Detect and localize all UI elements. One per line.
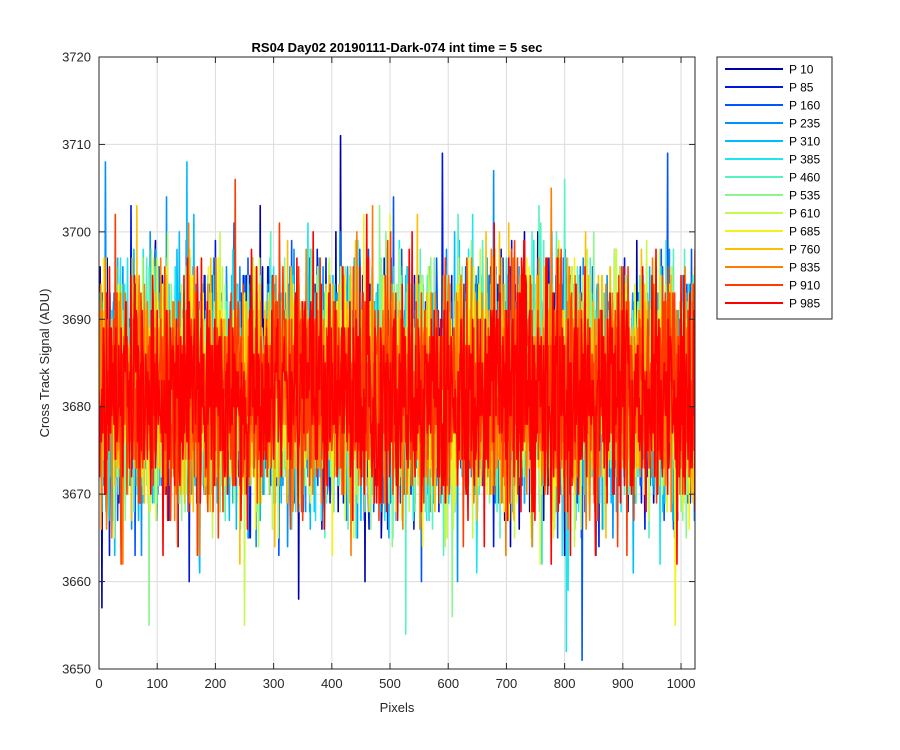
y-tick-label: 3720 (62, 50, 91, 65)
legend-label: P 610 (789, 207, 820, 221)
y-tick-label: 3650 (62, 662, 91, 677)
x-tick-label: 500 (379, 676, 401, 691)
legend-label: P 910 (789, 279, 820, 293)
legend-label: P 535 (789, 189, 820, 203)
x-tick-label: 600 (437, 676, 459, 691)
y-tick-label: 3670 (62, 487, 91, 502)
x-tick-label: 400 (321, 676, 343, 691)
x-axis-label: Pixels (380, 700, 415, 715)
legend-label: P 985 (789, 297, 820, 311)
y-axis-label: Cross Track Signal (ADU) (37, 289, 52, 438)
y-tick-label: 3690 (62, 312, 91, 327)
x-tick-label: 1000 (667, 676, 696, 691)
legend-label: P 835 (789, 261, 820, 275)
legend-label: P 760 (789, 243, 820, 257)
x-tick-label: 900 (612, 676, 634, 691)
legend-label: P 310 (789, 135, 820, 149)
x-tick-label: 0 (95, 676, 102, 691)
y-tick-label: 3700 (62, 224, 91, 239)
x-tick-label: 800 (554, 676, 576, 691)
chart-title: RS04 Day02 20190111-Dark-074 int time = … (252, 40, 543, 55)
series-line-p-985 (99, 213, 695, 565)
y-tick-label: 3680 (62, 399, 91, 414)
legend-box (716, 56, 833, 320)
legend-label: P 460 (789, 171, 820, 185)
x-tick-label: 100 (146, 676, 168, 691)
y-tick-label: 3660 (62, 574, 91, 589)
x-tick-label: 300 (263, 676, 285, 691)
legend-label: P 685 (789, 225, 820, 239)
legend-label: P 385 (789, 153, 820, 167)
x-tick-label: 200 (205, 676, 227, 691)
plot-frame (98, 56, 696, 670)
legend-label: P 235 (789, 117, 820, 131)
series-lines (99, 134, 695, 662)
legend-label: P 10 (789, 63, 814, 77)
legend-label: P 85 (789, 81, 814, 95)
x-tick-label: 700 (496, 676, 518, 691)
legend: P 10 P 85 P 160 P 235 P 310 P 385 P 460 P 535 P … (716, 56, 833, 320)
axis-ticks: 0 100 200 300 400 500 600 700 800 900 1000 3650 3660… (62, 50, 695, 692)
y-tick-label: 3710 (62, 137, 91, 152)
legend-label: P 160 (789, 99, 820, 113)
